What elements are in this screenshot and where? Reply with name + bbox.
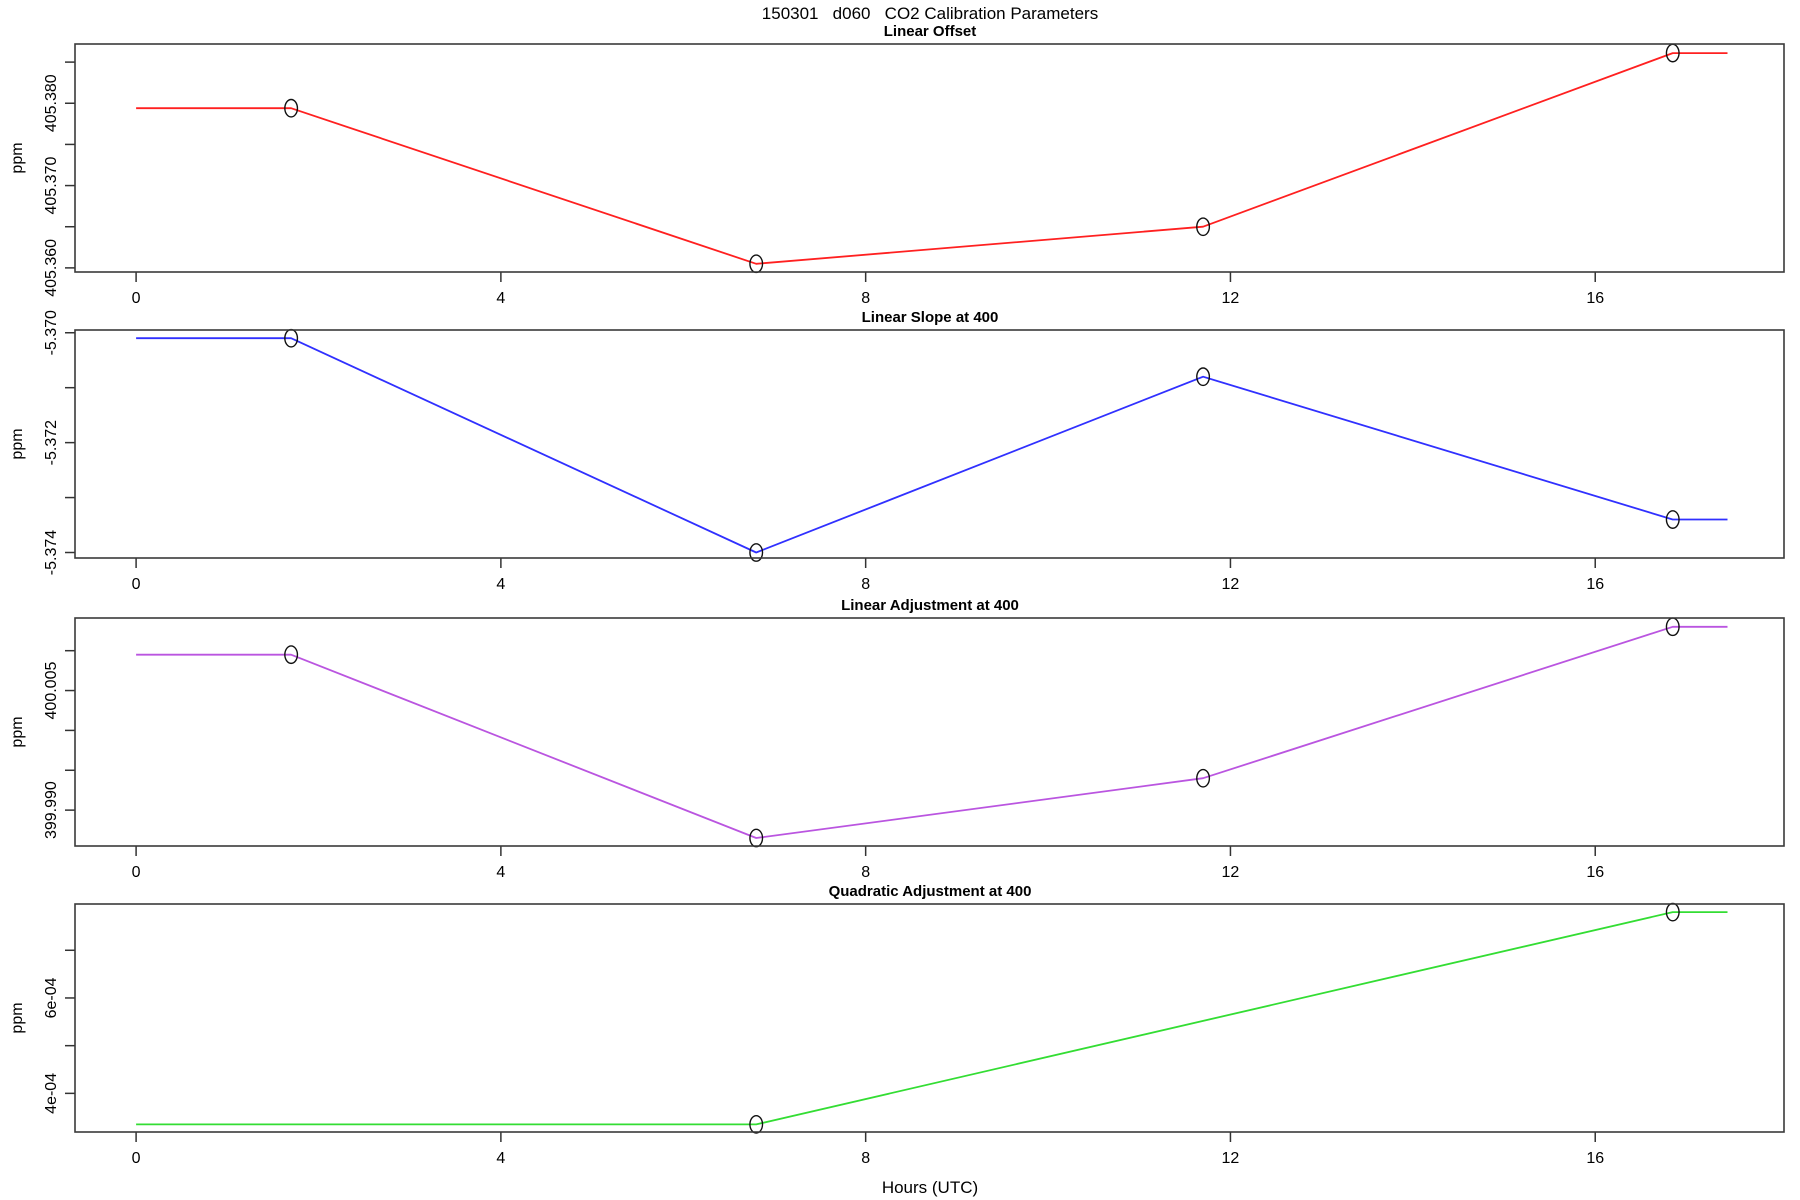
x-tick-label: 4 — [496, 1150, 505, 1167]
x-tick-label: 8 — [861, 576, 870, 593]
data-point-quadratic-adjustment-at-400 — [749, 1114, 764, 1134]
ylabel-panel-3: ppm — [9, 716, 26, 747]
x-tick-label: 16 — [1586, 576, 1604, 593]
y-tick-label: -5.372 — [43, 420, 60, 465]
y-tick-label: 400.005 — [43, 662, 60, 720]
ylabel-panel-2: ppm — [9, 428, 26, 459]
x-tick-label: 4 — [496, 864, 505, 881]
panel-title-linear-slope: Linear Slope at 400 — [862, 309, 999, 326]
panel-title-linear-adjustment: Linear Adjustment at 400 — [841, 597, 1019, 614]
data-point-linear-slope-at-400 — [749, 543, 764, 562]
data-line-linear-offset — [136, 52, 1728, 265]
panel-box-linear-adjustment-at-400 — [74, 617, 1785, 847]
data-line-linear-adjustment-at-400 — [136, 625, 1728, 839]
x-tick-label: 12 — [1222, 576, 1240, 593]
x-tick-label: 12 — [1222, 290, 1240, 307]
y-tick-label: 6e-04 — [43, 977, 60, 1018]
x-tick-label: 0 — [132, 290, 141, 307]
panel-box-linear-slope-at-400 — [74, 329, 1785, 559]
data-point-linear-slope-at-400 — [1196, 367, 1211, 387]
y-tick-label: -5.370 — [43, 310, 60, 355]
x-tick-label: 16 — [1586, 290, 1604, 307]
data-line-quadratic-adjustment-at-400 — [136, 911, 1728, 1126]
x-tick-label: 8 — [861, 290, 870, 307]
panel-title-linear-offset: Linear Offset — [884, 23, 977, 40]
y-tick-label: 4e-04 — [43, 1073, 60, 1114]
x-tick-label: 0 — [132, 576, 141, 593]
figure-title: 150301 d060 CO2 Calibration Parameters — [762, 4, 1098, 23]
data-line-linear-slope-at-400 — [136, 337, 1728, 554]
y-tick-label: 399.990 — [43, 781, 60, 839]
plot-layers: 405.360 405.370 405.380 0 4 8 12 16 -5.374 -5.372… — [43, 43, 1785, 1167]
x-tick-label: 12 — [1222, 1150, 1240, 1167]
x-tick-label: 8 — [861, 864, 870, 881]
data-point-linear-adjustment-at-400 — [1196, 768, 1211, 788]
x-tick-label: 16 — [1586, 864, 1604, 881]
x-tick-label: 0 — [132, 864, 141, 881]
y-tick-label: 405.380 — [43, 74, 60, 132]
x-tick-label: 0 — [132, 1150, 141, 1167]
x-tick-label: 16 — [1586, 1150, 1604, 1167]
ylabel-panel-1: ppm — [9, 142, 26, 173]
y-tick-label: -5.374 — [43, 530, 60, 575]
data-point-linear-offset — [284, 98, 299, 118]
xaxis-label: Hours (UTC) — [882, 1178, 978, 1197]
data-point-linear-offset — [1196, 217, 1211, 237]
x-tick-label: 4 — [496, 576, 505, 593]
data-point-linear-adjustment-at-400 — [284, 645, 299, 665]
y-tick-label: 405.370 — [43, 157, 60, 215]
x-tick-label: 12 — [1222, 864, 1240, 881]
data-point-linear-slope-at-400 — [1665, 510, 1680, 529]
ylabel-panel-4: ppm — [9, 1002, 26, 1033]
panel-title-quadratic-adjustment: Quadratic Adjustment at 400 — [829, 883, 1032, 900]
x-tick-label: 8 — [861, 1150, 870, 1167]
x-tick-label: 4 — [496, 290, 505, 307]
panel-box-linear-offset — [74, 43, 1785, 273]
panel-box-quadratic-adjustment-at-400 — [74, 903, 1785, 1133]
y-tick-label: 405.360 — [43, 239, 60, 297]
